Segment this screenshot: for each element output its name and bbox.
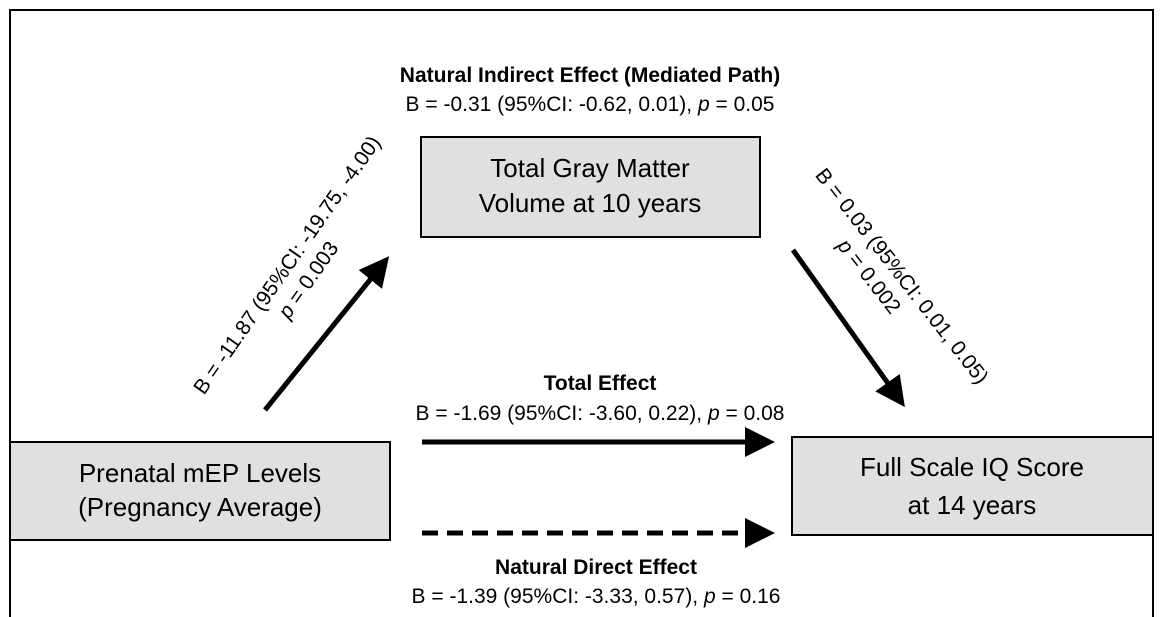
effect-title: Total Effect — [544, 372, 657, 395]
effect-stat: B = -1.39 (95%CI: -3.33, 0.57), p = 0.16 — [412, 585, 781, 608]
node-label: Prenatal mEP Levels — [79, 458, 321, 488]
node-box — [791, 436, 1154, 536]
node-label: Full Scale IQ Score — [860, 452, 1084, 482]
frame — [9, 9, 1154, 617]
node-label: at 14 years — [908, 490, 1037, 520]
effect-title: Natural Indirect Effect (Mediated Path) — [400, 64, 780, 87]
effect-stat: B = -1.69 (95%CI: -3.60, 0.22), p = 0.08 — [416, 402, 785, 425]
path-estimate: B = -11.87 (95%CI: -19.75, -4.00) — [189, 132, 385, 399]
node-label: (Pregnancy Average) — [78, 492, 322, 522]
arrow — [263, 256, 390, 412]
node-label: Total Gray Matter — [490, 153, 690, 183]
node-label: Volume at 10 years — [479, 188, 702, 218]
path-estimate: B = 0.03 (95%CI: 0.01, 0.05) — [810, 164, 992, 388]
effect-title: Natural Direct Effect — [495, 556, 697, 579]
arrow — [790, 248, 905, 408]
effect-stat: B = -0.31 (95%CI: -0.62, 0.01), p = 0.05 — [406, 93, 775, 116]
node-box — [420, 136, 761, 238]
node-box — [9, 441, 391, 541]
